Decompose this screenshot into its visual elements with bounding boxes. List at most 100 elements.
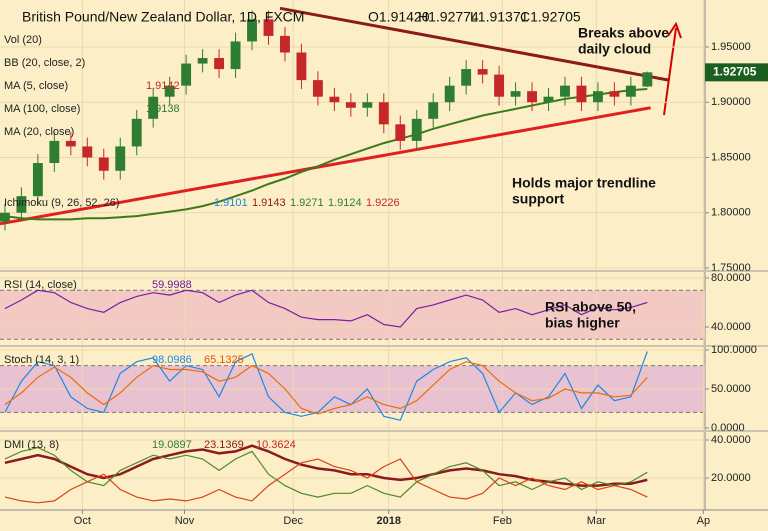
x-tick-label: Mar [587,515,606,527]
candle-body [98,157,109,171]
candle-body [312,80,323,97]
candle-body [230,41,241,70]
x-tick-label: Dec [283,515,303,527]
x-tick-label: Oct [74,515,91,527]
pane-value: 23.1369 [204,439,244,451]
indicator-line [4,361,648,415]
candle-body [609,91,620,97]
pane-value: 98.0986 [152,354,192,366]
y-tick-label: 80.0000 [711,272,751,284]
y-tick-label: 1.90000 [711,96,751,108]
indicator-label: Vol (20) [4,34,42,46]
indicator-label: MA (20, close) [4,126,74,138]
y-tick-label: 1.85000 [711,151,751,163]
ohlc-label: H1.92774 [418,9,479,25]
pane-value: 19.0897 [152,439,192,451]
candle-body [543,96,554,103]
indicator-value: 1.9271 [290,197,324,209]
pane-title: DMI (13, 8) [4,439,59,451]
candle-body [263,19,274,36]
indicator-value: 1.9138 [146,103,180,115]
band [0,290,705,340]
annotation: daily cloud [578,41,651,57]
ohlc-label: C1.92705 [520,9,581,25]
x-tick-label: Feb [493,515,512,527]
candle-body [197,58,208,64]
candle-body [131,118,142,147]
candle-body [362,102,373,108]
price-tag [705,63,768,82]
annotation: Holds major trendline [512,175,656,191]
indicator-line [4,444,648,487]
indicator-label: BB (20, close, 2) [4,57,85,69]
trendline [0,106,651,226]
x-tick-label: Ap [697,515,710,527]
candle-body [164,85,175,97]
pane-value: 59.9988 [152,279,192,291]
indicator-line [4,289,648,328]
y-tick-label: 0.0000 [711,422,745,434]
pane-title: Stoch (14, 3, 1) [4,354,79,366]
candle-body [625,85,636,97]
x-tick-label: 2018 [376,515,400,527]
indicator-label: MA (5, close) [4,80,68,92]
indicator-line [4,458,648,504]
annotation: support [512,191,564,207]
y-tick-label: 50.0000 [711,383,751,395]
price-tag-label: 1.92705 [713,65,757,79]
candle-body [329,96,340,103]
candle-body [345,102,356,108]
candle-body [411,118,422,141]
chart-title: British Pound/New Zealand Dollar, 1D, FX… [22,9,304,25]
candle-body [378,102,389,125]
y-tick-label: 1.80000 [711,207,751,219]
indicator-value: 1.9226 [366,197,400,209]
candle-body [115,146,126,171]
indicator-value: 1.9142 [146,80,180,92]
candle-body [576,85,587,103]
candle-body [510,91,521,97]
y-tick-label: 100.0000 [711,344,757,356]
candle-body [477,69,488,75]
candle-body [49,140,60,164]
candle-body [428,102,439,119]
indicator-value: 1.9124 [328,197,362,209]
trendline [279,6,670,82]
candle-body [494,74,505,97]
candle-body [181,63,192,86]
indicator-value: 1.9143 [252,197,286,209]
candle-body [32,163,43,197]
annotation: RSI above 50, [545,299,636,315]
ohlc-label: O1.91420 [368,9,430,25]
annotation: Breaks above [578,25,669,41]
indicator-line [4,351,648,421]
x-tick-label: Nov [175,515,195,527]
y-tick-label: 40.0000 [711,321,751,333]
candle-body [247,19,257,42]
candle-body [560,85,570,97]
indicator-value: 1.9101 [214,197,248,209]
candle-body [280,35,290,53]
candle-body [395,124,406,141]
candle-body [296,52,307,81]
pane-value: 10.3624 [256,439,296,451]
candle-body [82,146,93,158]
ohlc-label: L1.91371 [470,9,529,25]
candle-body [642,72,653,87]
candle-body [148,96,159,119]
candle-body [527,91,537,103]
y-tick-label: 1.95000 [711,41,751,53]
indicator-label: Ichimoku (9, 26, 52, 26) [4,197,120,209]
pane-value: 65.1325 [204,354,244,366]
y-tick-label: 40.0000 [711,434,751,446]
y-tick-label: 20.0000 [711,472,751,484]
indicator-label: MA (100, close) [4,103,80,115]
candle-body [444,85,455,103]
indicator-line [4,446,648,498]
candle-body [592,91,603,103]
arrow [663,21,682,116]
candle-body [214,58,225,70]
